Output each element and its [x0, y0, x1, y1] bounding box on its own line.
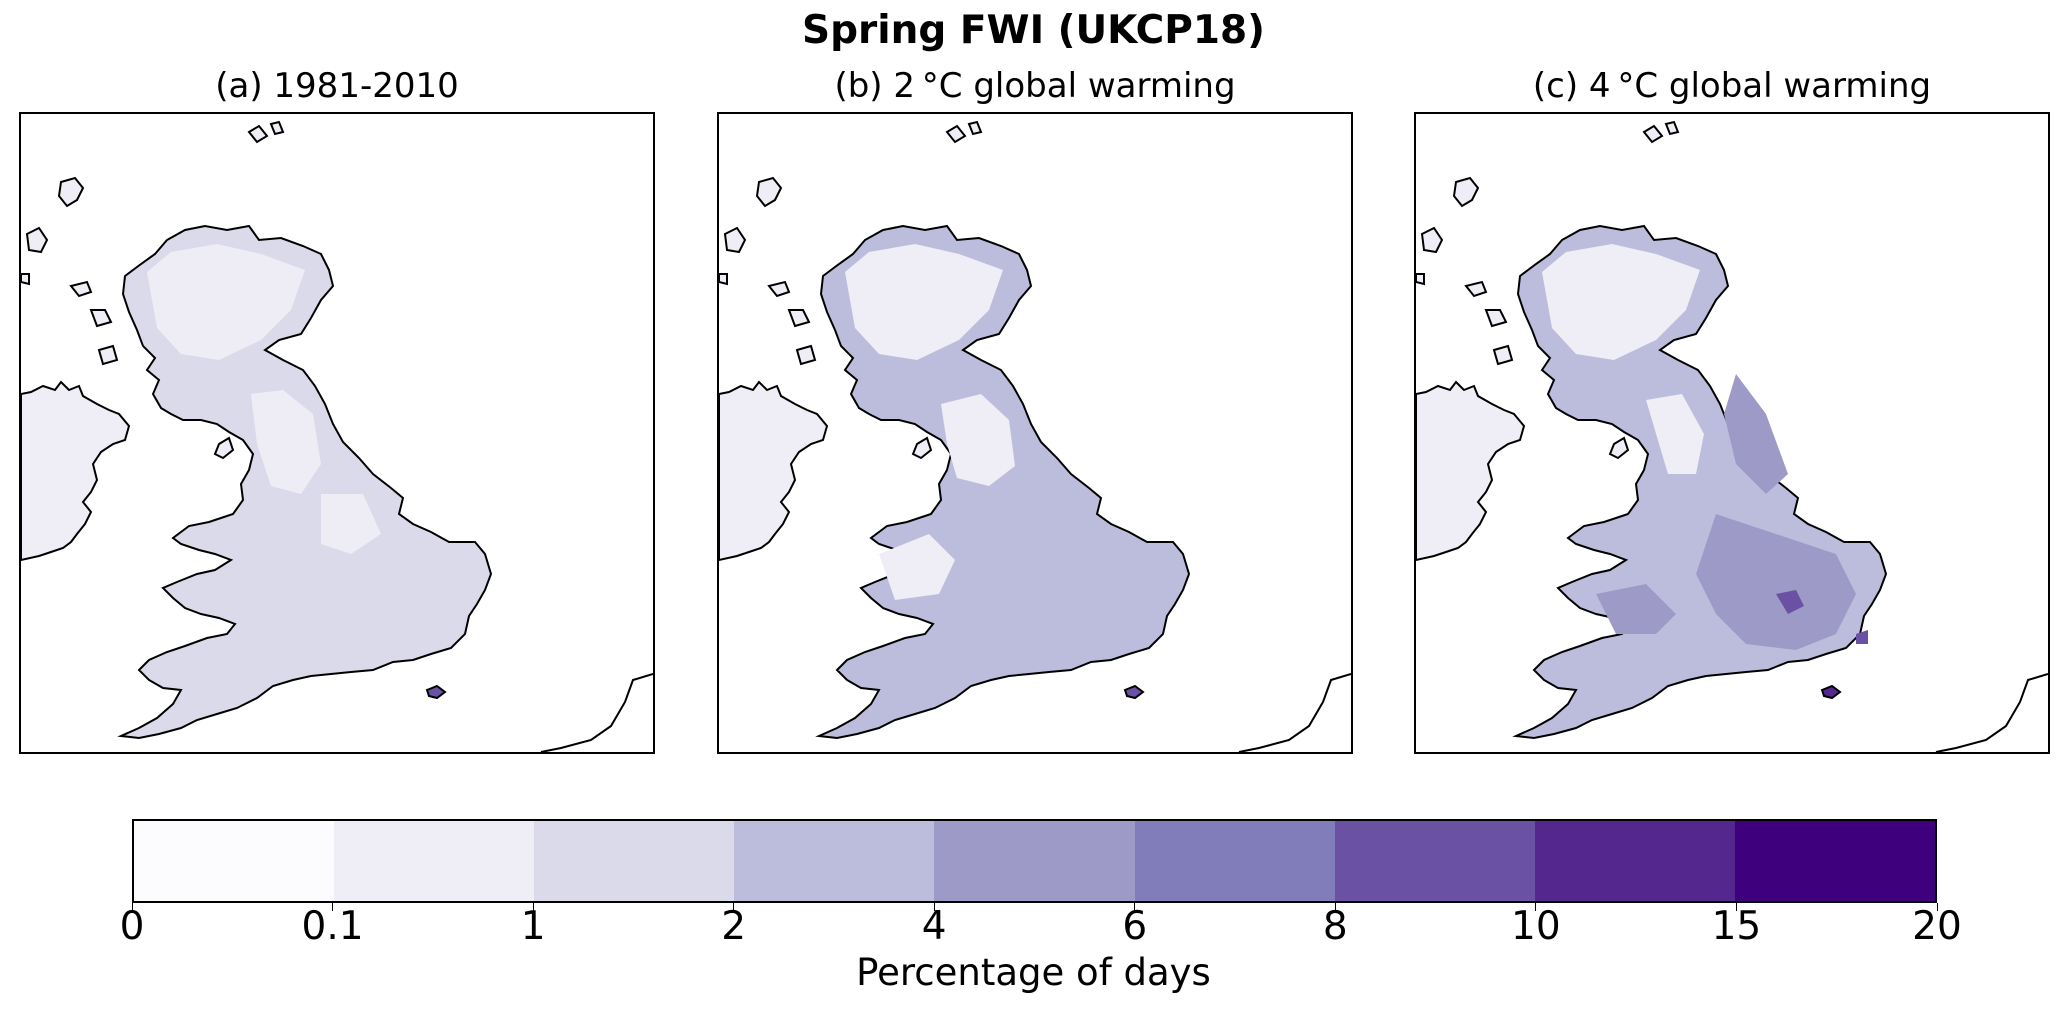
colorbar-tick — [1134, 903, 1136, 911]
colorbar — [132, 819, 1937, 903]
ireland-landmass — [1416, 380, 1526, 562]
colorbar-segment — [334, 821, 535, 901]
interior-shading-darkest — [1776, 590, 1868, 644]
isle-of-man — [911, 436, 933, 460]
colorbar-tick-label: 0 — [119, 904, 145, 949]
isle-of-wight — [1123, 684, 1145, 700]
interior-shading-light — [845, 244, 1015, 600]
colorbar-segment — [734, 821, 935, 901]
map-c-svg — [1416, 120, 2048, 752]
interior-shading-light — [147, 244, 381, 554]
colorbar-segment — [134, 821, 335, 901]
colorbar-tick — [131, 903, 133, 911]
colorbar-tick — [1535, 903, 1537, 911]
colorbar-tick — [1936, 903, 1938, 911]
orkney-islands — [1642, 120, 1680, 144]
colorbar-segment — [1334, 821, 1535, 901]
colorbar-tick-label: 10 — [1511, 904, 1561, 949]
colorbar-tick — [1735, 903, 1737, 911]
colorbar-segment — [1734, 821, 1935, 901]
orkney-islands — [247, 120, 285, 144]
colorbar-tick — [1334, 903, 1336, 911]
colorbar-tick — [332, 903, 334, 911]
colorbar-segment — [534, 821, 735, 901]
colorbar-segment — [934, 821, 1135, 901]
colorbar-tick-label: 1 — [520, 904, 546, 949]
interior-shading-light — [1542, 244, 1704, 474]
colorbar-tick — [733, 903, 735, 911]
colorbar-label: Percentage of days — [856, 951, 1211, 994]
panel-a-title: (a) 1981-2010 — [215, 66, 459, 106]
colorbar-tick-label: 0.1 — [301, 904, 364, 949]
panel-b-map — [717, 112, 1353, 754]
continental-coast — [1935, 673, 2048, 752]
colorbar-tick-label: 15 — [1711, 904, 1762, 949]
isle-of-man — [213, 436, 235, 460]
colorbar-tick-label: 4 — [921, 904, 947, 949]
orkney-islands — [945, 120, 983, 144]
isle-of-wight — [425, 684, 447, 700]
ireland-landmass — [21, 380, 131, 562]
colorbar-tick-label: 20 — [1912, 904, 1962, 949]
hebrides-islands — [1416, 176, 1514, 366]
panel-b-title: (b) 2 °C global warming — [834, 66, 1236, 106]
colorbar-tick — [933, 903, 935, 911]
colorbar-segment — [1134, 821, 1335, 901]
colorbar-segment — [1534, 821, 1735, 901]
hebrides-islands — [21, 176, 119, 366]
continental-coast — [540, 673, 653, 752]
interior-shading-dark — [1596, 374, 1856, 650]
colorbar-tick — [532, 903, 534, 911]
panel-a-map — [19, 112, 655, 754]
colorbar-tick-label: 6 — [1122, 904, 1148, 949]
panel-c-title: (c) 4 °C global warming — [1532, 66, 1932, 106]
isle-of-man — [1608, 436, 1630, 460]
continental-coast — [1238, 673, 1351, 752]
colorbar-tick-label: 8 — [1322, 904, 1348, 949]
colorbar-tick-label: 2 — [721, 904, 747, 949]
ireland-landmass — [719, 380, 829, 562]
map-a-svg — [21, 120, 653, 752]
map-b-svg — [719, 120, 1351, 752]
panel-c-map — [1414, 112, 2050, 754]
isle-of-wight — [1820, 684, 1842, 700]
hebrides-islands — [719, 176, 817, 366]
figure-title: Spring FWI (UKCP18) — [802, 8, 1265, 53]
